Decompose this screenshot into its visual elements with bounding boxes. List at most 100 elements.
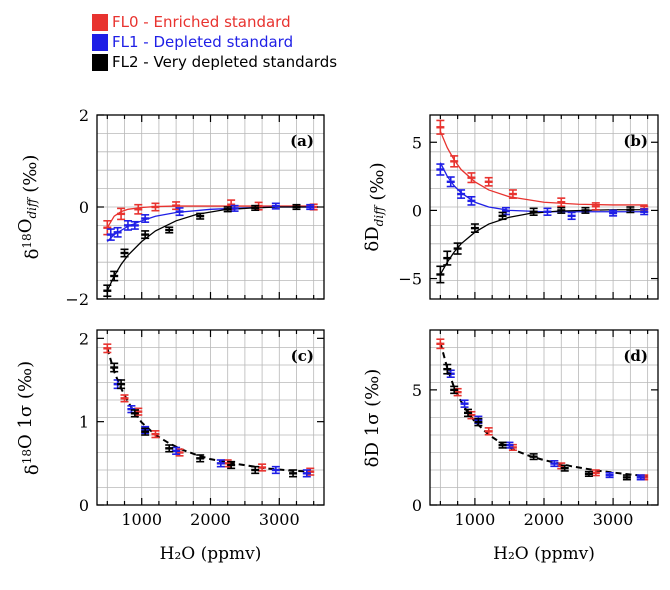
y-tick-label: 1 — [79, 413, 89, 432]
data-point-fl1 — [271, 202, 280, 210]
y-tick-label: 2 — [79, 329, 89, 348]
data-point-fl1 — [302, 469, 311, 478]
data-point-fl0 — [591, 202, 600, 211]
data-point-fl0 — [258, 463, 267, 472]
legend-label-fl1: FL1 - Depleted standard — [112, 33, 294, 51]
data-point-fl0 — [103, 343, 112, 354]
data-point-fl2 — [436, 265, 445, 284]
data-point-fl2 — [557, 206, 566, 214]
legend-swatch-fl0 — [92, 13, 108, 31]
x-tick-label: 1000 — [121, 510, 162, 529]
data-point-fl1 — [467, 195, 476, 206]
data-point-fl2 — [251, 465, 260, 475]
y-axis-label-part: δ — [22, 249, 43, 260]
data-point-fl2 — [626, 206, 635, 214]
data-point-fl2 — [251, 204, 260, 212]
data-point-fl2 — [117, 379, 126, 390]
x-tick-label: 3000 — [593, 510, 634, 529]
data-point-fl0 — [436, 338, 445, 350]
data-point-fl2 — [498, 441, 507, 449]
data-point-fl1 — [113, 226, 122, 238]
legend-entry-fl1: FL1 - Depleted standard — [92, 32, 337, 52]
y-axis-label-superscript: 18 — [20, 449, 34, 464]
data-point-fl0 — [591, 469, 600, 477]
data-point-fl0 — [117, 207, 126, 221]
data-point-fl2 — [450, 385, 459, 395]
data-point-fl1 — [306, 203, 315, 211]
legend: FL0 - Enriched standard FL1 - Depleted s… — [92, 12, 337, 72]
panel-label: (a) — [290, 132, 314, 150]
data-point-fl1 — [550, 459, 559, 468]
y-axis-label-superscript: 18 — [20, 233, 34, 248]
data-point-fl0 — [450, 155, 459, 168]
y-axis-label: δ18O 1σ (‰) — [15, 361, 43, 475]
data-point-fl2 — [474, 417, 483, 427]
y-axis-label-subscript: diff — [25, 196, 39, 219]
data-point-fl1 — [460, 399, 469, 408]
data-point-fl2 — [110, 362, 119, 373]
x-axis-label: H₂O (ppmv) — [493, 544, 595, 564]
data-point-fl2 — [453, 242, 462, 255]
data-point-fl1 — [567, 211, 576, 221]
legend-label-fl0: FL0 - Enriched standard — [112, 13, 291, 31]
data-point-fl2 — [443, 363, 452, 375]
data-point-fl2 — [529, 207, 538, 216]
y-axis-label: δ18Odiff (‰) — [15, 155, 43, 260]
y-axis-label-part: (‰) — [367, 162, 388, 206]
x-axis-label: H₂O (ppmv) — [160, 544, 262, 564]
x-tick-label: 3000 — [259, 510, 300, 529]
data-point-fl2 — [584, 470, 593, 478]
data-point-fl2 — [103, 284, 112, 298]
data-point-fl0 — [508, 189, 517, 199]
data-point-fl2 — [498, 211, 507, 221]
data-point-fl2 — [130, 409, 139, 418]
legend-entry-fl2: FL2 - Very depleted standards — [92, 52, 337, 72]
data-point-fl2 — [581, 206, 590, 214]
data-point-fl2 — [443, 250, 452, 266]
data-point-fl0 — [467, 172, 476, 184]
data-point-fl2 — [622, 474, 631, 481]
data-point-fl2 — [196, 454, 205, 463]
data-point-fl0 — [151, 430, 160, 439]
data-point-fl1 — [636, 474, 645, 481]
data-point-fl2 — [560, 464, 569, 472]
y-tick-label: 0 — [412, 201, 422, 220]
y-tick-label: 5 — [412, 381, 422, 400]
y-axis-label-part: δ — [22, 464, 43, 475]
y-tick-label: 0 — [412, 496, 422, 515]
data-point-fl0 — [557, 197, 566, 208]
fit-line-fl2 — [439, 209, 648, 275]
data-point-fl1 — [172, 446, 181, 455]
data-point-fl2 — [196, 212, 205, 220]
panel-label: (d) — [623, 347, 648, 365]
data-point-fl1 — [123, 220, 132, 231]
data-point-fl2 — [470, 223, 479, 234]
y-axis-label-part: O — [15, 219, 36, 234]
data-point-fl2 — [141, 427, 150, 436]
y-axis-label-subscript: diff — [372, 204, 386, 227]
data-point-fl2 — [165, 226, 174, 234]
x-tick-label: 2000 — [190, 510, 231, 529]
data-point-fl2 — [120, 248, 129, 258]
data-point-fl1 — [505, 441, 514, 449]
y-axis-label-part: δD — [362, 226, 383, 251]
y-axis-label: δDdiff (‰) — [362, 162, 388, 251]
y-tick-label: −5 — [398, 270, 422, 289]
y-axis-label-part: δD 1σ — [362, 413, 383, 468]
y-tick-label: 0 — [79, 198, 89, 217]
data-point-fl1 — [216, 459, 225, 468]
data-point-fl1 — [175, 207, 184, 217]
data-point-fl1 — [230, 204, 239, 212]
y-tick-label: 2 — [79, 106, 89, 125]
y-axis-label-part: (‰) — [20, 155, 41, 199]
data-point-fl1 — [436, 163, 445, 176]
y-tick-label: 0 — [79, 496, 89, 515]
y-tick-label: −2 — [65, 290, 89, 309]
data-point-fl2 — [464, 408, 472, 418]
legend-swatch-fl2 — [92, 53, 108, 71]
x-tick-label: 1000 — [455, 510, 496, 529]
panel-a: −2 0 2 (a) δ18Odiff (‰) — [15, 106, 325, 309]
data-point-fl2 — [223, 206, 232, 213]
panel-label: (b) — [623, 132, 648, 150]
data-point-fl1 — [446, 176, 455, 188]
